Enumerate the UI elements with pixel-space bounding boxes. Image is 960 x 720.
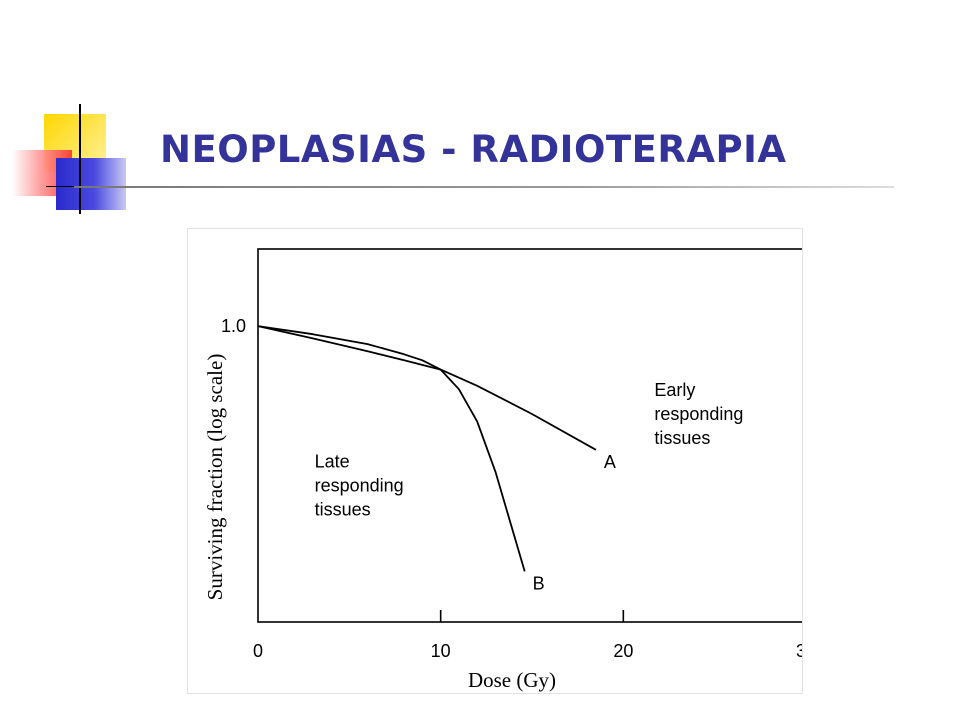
x-tick-label-10: 10: [431, 641, 451, 661]
x-tick-label-0: 0: [253, 641, 263, 661]
survival-curve-chart: 0102030 1.0 AB EarlyrespondingtissuesLat…: [203, 248, 816, 692]
chart-figure: 0102030 1.0 AB EarlyrespondingtissuesLat…: [187, 228, 816, 694]
annotation-line: tissues: [654, 428, 710, 448]
decor-vertical-line: [79, 104, 81, 214]
annotation-line: responding: [315, 475, 404, 495]
series-line-a: [257, 325, 597, 451]
slide-title: NEOPLASIAS - RADIOTERAPIA: [160, 128, 787, 171]
annotation-early: Early responding tissues: [654, 380, 743, 448]
series-line-b: [257, 325, 526, 572]
series-group: AB: [257, 325, 616, 593]
x-tick-label-20: 20: [613, 641, 633, 661]
y-tick-label: 1.0: [221, 316, 246, 336]
annotation-line: responding: [654, 404, 743, 424]
y-axis-ticks: 1.0: [221, 316, 246, 336]
decor-horizontal-line: [46, 186, 86, 187]
plot-frame: [257, 248, 807, 623]
annotation-line: Late: [315, 451, 350, 471]
annotation-late: Late responding tissues: [315, 451, 404, 519]
annotations-group: Early responding tissues Late responding tiss…: [315, 380, 744, 519]
title-underline: [74, 186, 894, 188]
annotation-line: tissues: [315, 499, 371, 519]
y-axis-title: Surviving fraction (log scale): [203, 354, 227, 601]
annotation-line: Early: [654, 380, 695, 400]
decor-blue-square: [56, 158, 126, 210]
series-label-b: B: [533, 573, 545, 593]
x-axis-title: Dose (Gy): [468, 668, 556, 692]
x-axis-ticks: 0 10 20 30: [253, 610, 816, 661]
x-tick-label-30: 30: [796, 641, 802, 661]
series-label-a: A: [604, 452, 616, 472]
